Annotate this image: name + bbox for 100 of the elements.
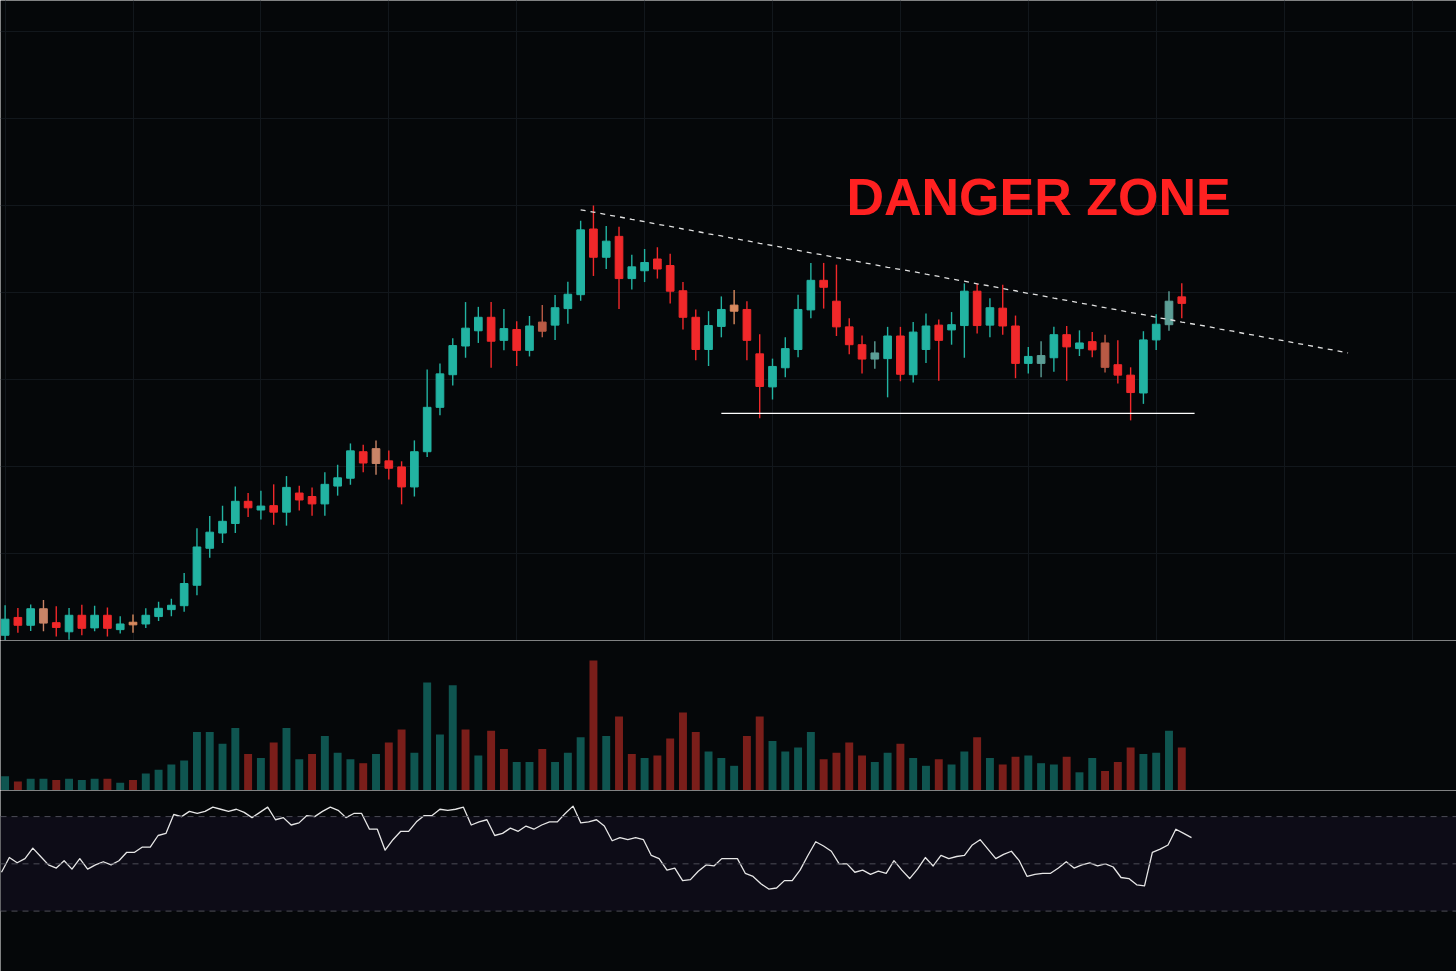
- candlestick: [717, 295, 726, 338]
- bar: [717, 758, 726, 790]
- candlestick: [883, 326, 892, 399]
- bar: [1088, 758, 1097, 790]
- bar: [372, 754, 380, 790]
- bar: [960, 751, 969, 790]
- candlestick: [704, 310, 713, 367]
- bar: [384, 742, 393, 790]
- bar: [320, 735, 329, 790]
- bar: [883, 752, 892, 790]
- bar: [167, 764, 176, 790]
- candlestick: [499, 308, 509, 352]
- candlestick: [269, 483, 279, 526]
- bar: [26, 778, 35, 790]
- bar: [448, 685, 457, 790]
- bar: [65, 778, 74, 790]
- candlestick: [77, 604, 87, 636]
- bar: [551, 761, 560, 790]
- bar: [1062, 756, 1071, 790]
- bar: [423, 682, 432, 790]
- bar: [563, 752, 572, 790]
- bar: [704, 751, 713, 790]
- bar: [333, 752, 342, 790]
- candlestick: [486, 301, 496, 369]
- bar: [666, 738, 675, 790]
- candlestick: [64, 607, 74, 640]
- candlestick: [371, 439, 381, 476]
- candlestick: [320, 471, 330, 517]
- candlestick: [218, 504, 227, 544]
- bar: [589, 660, 598, 790]
- bar: [1024, 755, 1033, 790]
- bar: [538, 748, 547, 790]
- candlestick: [307, 486, 317, 517]
- candlestick: [1087, 331, 1097, 359]
- candlestick: [1049, 326, 1059, 373]
- candlestick: [1151, 313, 1161, 351]
- bar: [653, 755, 662, 790]
- bar: [627, 754, 636, 790]
- candlestick: [179, 572, 189, 613]
- bar: [1126, 747, 1135, 790]
- bar: [998, 764, 1007, 790]
- bar: [1165, 730, 1173, 790]
- bar: [116, 782, 125, 790]
- candlestick: [550, 294, 560, 341]
- bar: [13, 781, 22, 790]
- bar: [615, 716, 623, 790]
- bar: [269, 742, 278, 790]
- bar: [691, 732, 700, 790]
- candlestick: [1075, 329, 1084, 357]
- bar: [436, 734, 444, 790]
- bar: [1139, 754, 1148, 790]
- bar: [806, 732, 815, 790]
- bar: [461, 729, 470, 790]
- bar: [870, 761, 879, 790]
- bar: [576, 737, 585, 790]
- bar: [487, 730, 496, 790]
- bar: [1037, 763, 1046, 790]
- candlestick: [653, 246, 662, 280]
- candlestick: [205, 515, 215, 559]
- candlestick: [230, 485, 240, 534]
- bar: [1152, 752, 1161, 790]
- bar: [359, 763, 368, 790]
- candlestick: [0, 604, 10, 640]
- bar: [896, 743, 905, 790]
- bar: [90, 778, 99, 790]
- bar: [922, 765, 930, 790]
- bar: [730, 765, 739, 790]
- bar: [845, 742, 854, 790]
- candlestick: [985, 297, 995, 338]
- bar: [1177, 747, 1186, 790]
- candlestick: [13, 607, 23, 634]
- bar: [909, 758, 918, 790]
- candlestick: [1113, 339, 1123, 385]
- bar: [755, 716, 764, 790]
- candlestick: [768, 357, 777, 401]
- candlestick: [998, 283, 1008, 336]
- bar: [180, 760, 189, 790]
- bar: [474, 755, 483, 790]
- bar: [1, 776, 10, 790]
- bar: [129, 780, 137, 790]
- bar: [1075, 772, 1084, 790]
- candlestick: [1062, 325, 1072, 382]
- candlestick: [1023, 346, 1033, 375]
- candlestick: [537, 304, 547, 338]
- chart-title: DANGER ZONE: [846, 167, 1231, 226]
- bar: [295, 759, 304, 790]
- bar: [679, 712, 687, 790]
- candlestick: [90, 605, 99, 633]
- bar: [103, 778, 112, 790]
- candlestick: [1036, 340, 1046, 379]
- bar: [742, 735, 751, 790]
- bar: [858, 755, 866, 790]
- bar: [397, 729, 406, 790]
- bar: [256, 758, 265, 790]
- bar: [1101, 771, 1109, 790]
- candlestick: [103, 606, 112, 638]
- candlestick: [243, 492, 253, 518]
- bar: [640, 758, 649, 790]
- candlestick: [294, 484, 304, 512]
- candlestick: [384, 449, 394, 481]
